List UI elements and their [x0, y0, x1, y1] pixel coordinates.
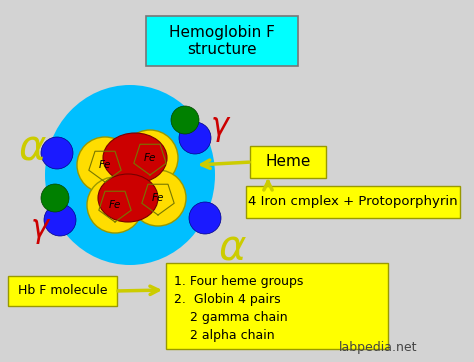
Circle shape	[130, 170, 186, 226]
Text: $\alpha$: $\alpha$	[18, 127, 47, 169]
FancyBboxPatch shape	[166, 263, 388, 349]
FancyBboxPatch shape	[8, 276, 117, 306]
FancyBboxPatch shape	[250, 146, 326, 178]
Ellipse shape	[103, 133, 167, 183]
Text: 1. Four heme groups
2.  Globin 4 pairs
    2 gamma chain
    2 alpha chain: 1. Four heme groups 2. Globin 4 pairs 2 …	[174, 275, 303, 342]
Circle shape	[171, 106, 199, 134]
Circle shape	[77, 137, 133, 193]
Text: labpedia.net: labpedia.net	[339, 341, 417, 354]
FancyBboxPatch shape	[246, 186, 460, 218]
FancyBboxPatch shape	[146, 16, 298, 66]
Circle shape	[41, 184, 69, 212]
Circle shape	[122, 130, 178, 186]
Text: $\gamma$: $\gamma$	[210, 115, 231, 144]
Text: Hb F molecule: Hb F molecule	[18, 285, 107, 298]
Text: Hemoglobin F
structure: Hemoglobin F structure	[169, 25, 275, 57]
Text: $\alpha$: $\alpha$	[218, 227, 247, 269]
Text: Fe: Fe	[152, 193, 164, 203]
Text: 4 Iron cmplex + Protoporphyrin: 4 Iron cmplex + Protoporphyrin	[248, 195, 458, 209]
Ellipse shape	[98, 174, 158, 222]
Circle shape	[44, 204, 76, 236]
Text: $\gamma$: $\gamma$	[30, 218, 51, 247]
Circle shape	[87, 177, 143, 233]
Text: Fe: Fe	[109, 200, 121, 210]
Ellipse shape	[45, 85, 215, 265]
Circle shape	[179, 122, 211, 154]
Circle shape	[189, 202, 221, 234]
Text: Fe: Fe	[99, 160, 111, 170]
Text: Heme: Heme	[265, 155, 310, 169]
Circle shape	[41, 137, 73, 169]
Text: Fe: Fe	[144, 153, 156, 163]
